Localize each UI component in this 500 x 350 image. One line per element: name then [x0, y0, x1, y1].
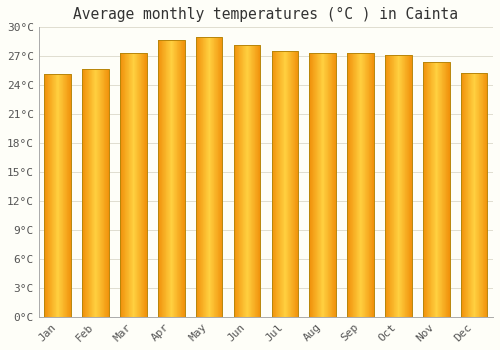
Title: Average monthly temperatures (°C ) in Cainta: Average monthly temperatures (°C ) in Ca… [74, 7, 458, 22]
